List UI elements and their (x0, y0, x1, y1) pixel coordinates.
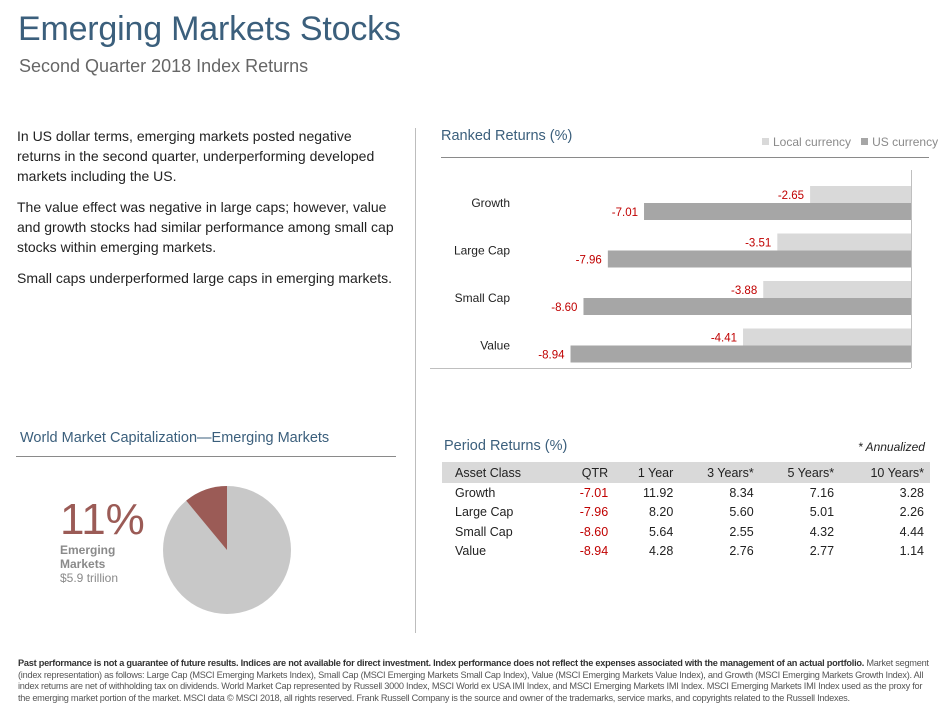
legend-local-swatch (762, 138, 769, 145)
annualized-note: * Annualized (858, 440, 925, 454)
bar-local-currency (763, 281, 911, 298)
cell-3y: 8.34 (729, 485, 754, 500)
period-returns-heading: Period Returns (%) (444, 438, 568, 454)
cell-5y: 5.01 (809, 505, 835, 520)
data-label: -3.88 (731, 285, 757, 297)
data-label: -7.01 (612, 207, 638, 219)
cell-5y: 2.77 (809, 544, 835, 559)
table-header-row: Asset Class QTR 1 Year 3 Years* 5 Years*… (442, 462, 930, 483)
cell-qtr: -8.94 (579, 544, 609, 559)
cell-1y: 8.20 (648, 505, 674, 520)
ranked-returns-chart: Growth -2.65 -7.01 Large Cap -3.51 -7.96 Small… (430, 170, 912, 369)
footnote: Past performance is not a guarantee of f… (18, 658, 930, 704)
legend-local: Local currency (762, 135, 851, 149)
bar-local-currency (810, 186, 911, 203)
cell-3y: 2.55 (729, 524, 754, 539)
col-qtr: QTR (558, 462, 615, 483)
bar-local-currency (777, 233, 911, 251)
table-row: Large Cap -7.96 8.20 5.60 5.01 2.26 (442, 503, 930, 523)
cell-3y: 5.60 (729, 505, 754, 520)
data-label: -8.60 (551, 302, 577, 314)
cell-5y: 7.16 (809, 485, 835, 500)
footnote-disclaimer: Past performance is not a guarantee of f… (18, 658, 865, 668)
cell-10y: 2.26 (899, 505, 924, 520)
world-cap-rule (16, 456, 396, 457)
cell-qtr: -8.60 (579, 524, 609, 539)
footnote-text: Market segment (index representation) as… (18, 658, 929, 703)
category-label: Value (480, 339, 510, 353)
legend-us: US currency (861, 135, 938, 149)
cell-1y: 5.64 (648, 524, 674, 539)
intro-text: In US dollar terms, emerging markets pos… (17, 126, 397, 299)
bar-us-currency (583, 298, 911, 315)
table-row: Value -8.94 4.28 2.76 2.77 1.14 (442, 542, 930, 562)
cell-10y: 4.44 (899, 524, 924, 539)
cell-asset: Large Cap (455, 505, 514, 520)
cell-asset: Value (455, 544, 487, 559)
col-3-years: 3 Years* (679, 462, 760, 483)
vertical-divider (415, 128, 416, 633)
category-label: Growth (471, 196, 510, 210)
table-row: Growth -7.01 11.92 8.34 7.16 3.28 (442, 483, 930, 503)
cell-qtr: -7.96 (579, 505, 609, 520)
world-cap-heading: World Market Capitalization—Emerging Mar… (20, 430, 330, 446)
bar-us-currency (644, 203, 911, 220)
pie-slice-emerging (186, 486, 227, 550)
cell-1y: 11.92 (642, 485, 674, 500)
table-row: Small Cap -8.60 5.64 2.55 4.32 4.44 (442, 522, 930, 542)
col-10-years: 10 Years* (840, 462, 930, 483)
cell-5y: 4.32 (809, 524, 835, 539)
data-label: -7.96 (576, 255, 602, 267)
cell-asset: Growth (455, 485, 496, 500)
col-5-years: 5 Years* (759, 462, 841, 483)
col-asset-class: Asset Class (442, 462, 559, 483)
ranked-returns-rule (441, 157, 929, 158)
bar-local-currency (743, 328, 911, 346)
world-cap-value: $5.9 trillion (60, 571, 119, 585)
category-label: Large Cap (454, 244, 510, 258)
chart-legend: Local currency US currency (762, 135, 938, 149)
page-subtitle: Second Quarter 2018 Index Returns (19, 56, 309, 76)
world-cap-label: Emerging Markets (60, 543, 116, 571)
bar-us-currency (570, 345, 911, 363)
cell-asset: Small Cap (455, 524, 513, 539)
legend-local-label: Local currency (773, 135, 852, 149)
world-cap-percent: 11% (60, 495, 145, 544)
data-label: -2.65 (778, 190, 804, 202)
world-cap-pie (163, 486, 291, 614)
bar-us-currency (607, 250, 911, 268)
legend-us-label: US currency (872, 135, 939, 149)
data-label: -3.51 (745, 238, 771, 250)
ranked-returns-heading: Ranked Returns (%) (441, 128, 573, 144)
cell-1y: 4.28 (648, 544, 674, 559)
col-1-year: 1 Year (614, 462, 680, 483)
data-label: -4.41 (711, 333, 737, 345)
data-label: -8.94 (538, 350, 565, 362)
intro-paragraph-2: The value effect was negative in large c… (17, 199, 394, 255)
category-label: Small Cap (455, 291, 511, 305)
intro-paragraph-1: In US dollar terms, emerging markets pos… (17, 128, 375, 184)
intro-paragraph-3: Small caps underperformed large caps in … (17, 270, 393, 286)
cell-10y: 3.28 (899, 485, 924, 500)
cell-10y: 1.14 (899, 544, 924, 559)
period-returns-table: Asset Class QTR 1 Year 3 Years* 5 Years*… (442, 462, 930, 561)
cell-qtr: -7.01 (579, 485, 609, 500)
legend-us-swatch (861, 138, 869, 145)
page-title: Emerging Markets Stocks (18, 10, 401, 48)
cell-3y: 2.76 (729, 544, 754, 559)
